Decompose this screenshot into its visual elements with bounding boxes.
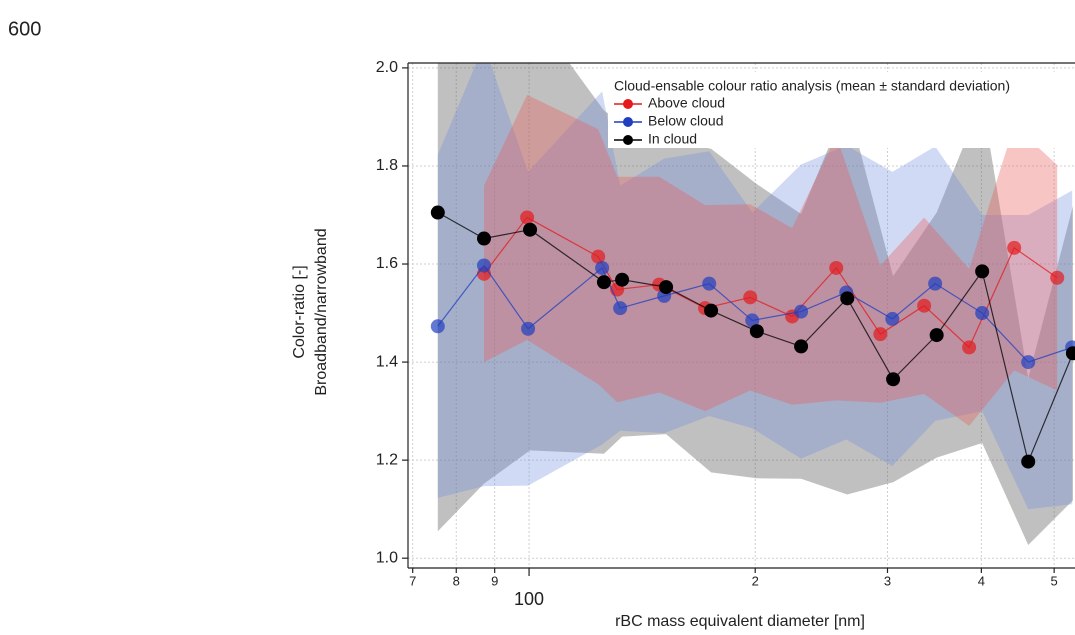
x-tick-label: 7 — [409, 573, 416, 588]
point — [749, 324, 764, 339]
point — [1021, 355, 1036, 370]
point — [829, 260, 844, 275]
std-band — [484, 94, 1058, 426]
point — [595, 260, 610, 275]
plot-area — [430, 63, 1075, 545]
y-axis-label: Broadband/narrowband — [313, 228, 330, 395]
y-tick-label: 1.6 — [376, 255, 398, 272]
point — [794, 339, 809, 354]
grid — [408, 63, 1075, 568]
y-tick-label: 1.8 — [376, 157, 398, 174]
point — [743, 290, 758, 305]
std-band — [437, 63, 1073, 545]
point — [962, 340, 977, 355]
legend-marker — [623, 117, 633, 127]
point — [613, 301, 628, 316]
annotation: 600 — [8, 18, 41, 40]
y-axis-label: Color-ratio [-] — [291, 265, 308, 358]
point — [1065, 346, 1075, 361]
point — [596, 275, 611, 290]
x-tick-label: 9 — [491, 573, 498, 588]
point — [929, 328, 944, 343]
x-tick-label: 4 — [978, 573, 985, 588]
legend-label: Above cloud — [648, 95, 725, 111]
x-tick-label: 5 — [1051, 573, 1058, 588]
point — [885, 311, 900, 326]
point — [745, 313, 760, 328]
point — [430, 205, 445, 220]
legend-label: Below cloud — [648, 113, 724, 129]
point — [591, 249, 606, 264]
point — [917, 298, 932, 313]
point — [873, 327, 888, 342]
y-tick-label: 1.0 — [376, 549, 398, 566]
point — [794, 304, 809, 319]
point — [975, 264, 990, 279]
point — [523, 222, 538, 237]
point — [520, 210, 535, 225]
x-tick-label: 2 — [752, 573, 759, 588]
legend-box — [608, 72, 1075, 148]
point — [1007, 240, 1022, 255]
point — [430, 319, 445, 334]
point — [928, 276, 943, 291]
point — [702, 276, 717, 291]
point — [477, 231, 492, 246]
point — [521, 321, 536, 336]
point — [840, 291, 855, 306]
legend: Cloud-ensable colour ratio analysis (mea… — [608, 72, 1075, 148]
legend-marker — [623, 135, 633, 145]
ticks: 1.0 1.2 1.4 1.6 1.8 2.0 7 8 9 100 2 3 4 5 — [376, 59, 1058, 609]
point — [704, 303, 719, 318]
legend-title: Cloud-ensable colour ratio analysis (mea… — [614, 78, 1010, 94]
point — [975, 306, 990, 321]
legend-label: In cloud — [648, 131, 697, 147]
x-tick-label: 8 — [453, 573, 460, 588]
y-tick-label: 1.4 — [376, 353, 398, 370]
y-tick-label: 2.0 — [376, 59, 398, 76]
point — [886, 372, 901, 387]
point — [659, 280, 674, 295]
x-tick-label: 100 — [514, 589, 544, 609]
point — [1050, 270, 1065, 285]
legend-marker — [623, 99, 633, 109]
point — [615, 272, 630, 287]
point — [1021, 454, 1036, 469]
point — [477, 258, 492, 273]
std-band — [437, 63, 1073, 510]
y-tick-label: 1.2 — [376, 451, 398, 468]
x-tick-label: 3 — [884, 573, 891, 588]
x-axis-label: rBC mass equivalent diameter [nm] — [615, 613, 865, 630]
